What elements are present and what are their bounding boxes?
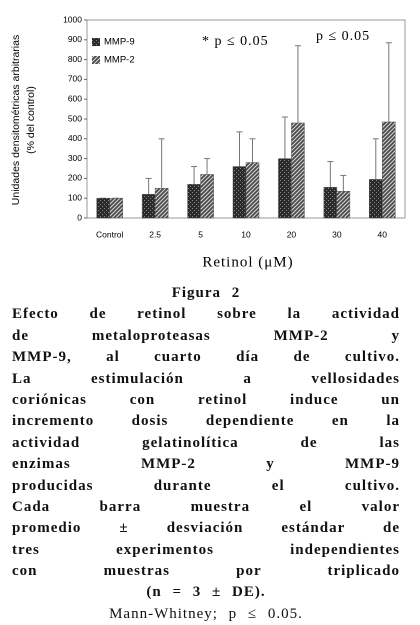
chart: Unidades densitométricas arbitrarias (% … [10,14,406,270]
bar [323,187,338,219]
legend-label: MMP-9 [104,37,135,48]
legend-label: MMP-2 [104,55,135,66]
bar [232,166,247,219]
caption-line: con muestras por triplicado [12,563,400,580]
annotation: p ≤ 0.05 [316,29,370,44]
caption-line: promedio ± desviación estándar de [12,520,400,537]
legend-swatch [92,38,100,46]
bar [278,158,292,219]
bar [291,122,305,219]
y-tick-label: 800 [68,54,82,64]
bar [141,193,156,219]
y-axis-label: Unidades densitométricas arbitrarias [10,35,22,205]
bar [382,121,396,219]
bar [96,197,110,219]
y-tick-label: 900 [68,34,82,44]
legend-swatch [92,56,100,64]
caption-line: enzimas MMP-2 y MMP-9 [12,456,400,473]
y-tick-label: 1000 [63,14,82,24]
x-tick-label: 30 [332,229,342,239]
x-tick-label: 2.5 [149,229,161,239]
caption-line: de metaloproteasas MMP-2 y [12,327,400,344]
bar [200,174,214,219]
x-axis-label: Retinol (μM) [202,254,293,270]
x-tick-label: 20 [287,229,297,239]
caption-footer: Mann-Whitney; p ≤ 0.05. [109,605,303,622]
y-tick-label: 600 [68,93,82,103]
bar [187,184,201,219]
y-tick-label: 400 [68,133,82,143]
y-tick-label: 300 [68,153,82,163]
caption-line: tres experimentos independientes [12,541,400,558]
y-tick-label: 0 [77,212,82,222]
bar [336,191,351,219]
annotation: * p ≤ 0.05 [202,34,269,49]
y-tick-label: 500 [68,113,82,123]
bar [245,162,260,219]
x-tick-label: 40 [378,229,388,239]
caption-line: Efecto de retinol sobre la actividad [12,306,400,323]
caption-line: MMP-9, al cuarto día de cultivo. [12,349,400,366]
caption-line: incremento dosis dependiente en la [12,413,400,430]
figure-label: Figura 2 [171,285,241,301]
bar [109,197,123,219]
caption-line: Cada barra muestra el valor [12,498,400,515]
caption-line: coriónicas con retinol induce un [12,391,400,408]
y-axis-label: (% del control) [25,86,37,154]
caption: Figura 2 Efecto de retinol sobre la acti… [12,283,400,625]
caption-line: La estimulación a vellosidades [12,370,400,387]
y-tick-label: 200 [68,173,82,183]
bar [154,188,169,219]
y-tick-label: 100 [68,192,82,202]
bar [369,179,383,219]
x-tick-label: 10 [241,229,251,239]
y-tick-label: 700 [68,74,82,84]
x-tick-label: 5 [198,229,203,239]
caption-line: (n = 3 ± DE). [146,584,266,601]
caption-line: actividad gelatinolítica de las [12,434,400,451]
x-tick-label: Control [96,229,124,239]
caption-line: producidas durante el cultivo. [12,477,400,494]
